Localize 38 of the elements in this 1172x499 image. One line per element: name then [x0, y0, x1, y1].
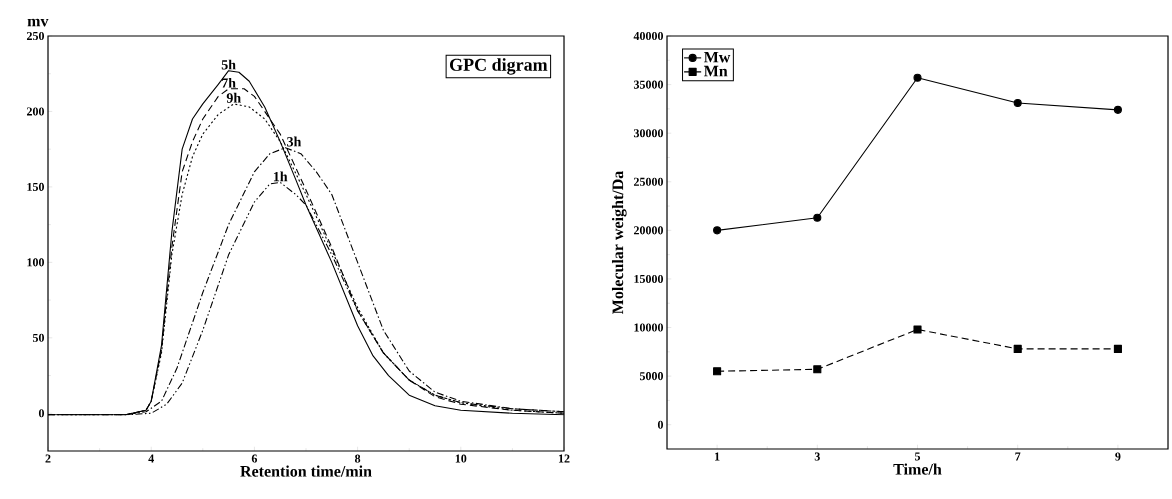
- x-tick-label: 10: [455, 454, 467, 463]
- y-tick-label: 25000: [633, 177, 664, 186]
- y-tick-label: 20000: [633, 226, 664, 235]
- x-tick-label: 5: [914, 452, 921, 461]
- annotation: GPC digram: [450, 58, 548, 75]
- x-tick-label: 6: [251, 454, 258, 463]
- y-axis-title: mv: [27, 18, 49, 27]
- series-label: 7h: [222, 77, 236, 88]
- x-tick-label: 12: [558, 454, 570, 463]
- y-tick-label: 150: [27, 182, 45, 191]
- legend-label: Mn: [703, 65, 728, 77]
- y-tick-label: 100: [27, 258, 45, 267]
- y-tick-label: 50: [32, 333, 45, 342]
- y-tick-label: 200: [26, 107, 45, 116]
- y-tick-label: 5000: [639, 372, 664, 381]
- series-label: 5h: [221, 59, 236, 70]
- x-tick-label: 8: [355, 454, 361, 463]
- x-tick-label: 2: [45, 454, 51, 463]
- y-tick-label: 30000: [633, 129, 664, 138]
- y-tick-label: 10000: [634, 323, 664, 332]
- series-label: 3h: [287, 136, 302, 147]
- x-tick-label: 1: [715, 452, 720, 461]
- y-tick-label: 15000: [634, 274, 664, 283]
- y-tick-label: 0: [38, 409, 45, 418]
- x-tick-label: 4: [148, 454, 154, 463]
- series-label: 1h: [273, 171, 288, 182]
- x-axis-title: Retention time/min: [240, 465, 372, 477]
- y-tick-label: 250: [26, 31, 45, 41]
- legend-label: Mw: [703, 51, 731, 63]
- y-axis-title: Molecular weight/Da: [611, 170, 627, 314]
- x-axis-title: Time/h: [893, 463, 942, 475]
- x-tick-label: 9: [1115, 452, 1121, 461]
- series-label: 9h: [226, 92, 241, 103]
- x-tick-label: 3: [814, 452, 820, 461]
- y-tick-label: 40000: [633, 31, 664, 41]
- y-tick-label: 35000: [633, 80, 664, 89]
- y-tick-label: 0: [657, 420, 664, 429]
- x-tick-label: 7: [1015, 452, 1021, 461]
